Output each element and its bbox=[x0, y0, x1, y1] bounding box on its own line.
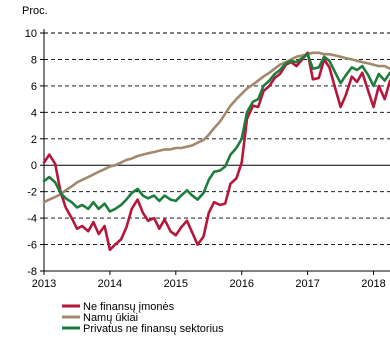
x-tick-label: 2013 bbox=[32, 278, 56, 290]
x-tick-label: 2017 bbox=[295, 278, 319, 290]
grid bbox=[44, 32, 390, 246]
y-tick-label: -6 bbox=[27, 240, 37, 252]
x-axis: 2013 2014 2015 2016 2017 2018 bbox=[32, 270, 390, 290]
y-tick-label: 4 bbox=[31, 107, 37, 119]
series-line-1 bbox=[42, 51, 390, 204]
legend-label: Namų ūkiai bbox=[83, 312, 138, 324]
x-tick-label: 2016 bbox=[229, 278, 253, 290]
y-tick-label: 6 bbox=[31, 81, 37, 93]
series-line-0 bbox=[42, 51, 390, 252]
x-tick-label: 2015 bbox=[164, 278, 188, 290]
y-tick-label: -4 bbox=[27, 213, 37, 225]
y-tick-label: 0 bbox=[31, 160, 37, 172]
series-lines bbox=[42, 51, 390, 252]
y-tick-label: 2 bbox=[31, 134, 37, 146]
y-tick-label: 10 bbox=[25, 28, 37, 40]
y-tick-label: -8 bbox=[27, 266, 37, 278]
x-tick-label: 2014 bbox=[98, 278, 122, 290]
y-axis: -8 -6 -4 -2 0 2 4 6 8 10 bbox=[25, 28, 45, 278]
y-tick-label: 8 bbox=[31, 54, 37, 66]
y-tick-label: -2 bbox=[27, 187, 37, 199]
y-unit-label: Proc. bbox=[22, 5, 48, 17]
x-tick-label: 2018 bbox=[361, 278, 385, 290]
legend-label: Privatus ne finansų sektorius bbox=[83, 323, 224, 335]
legend-label: Ne finansų įmonės bbox=[83, 301, 175, 313]
series-line-2 bbox=[42, 52, 390, 213]
